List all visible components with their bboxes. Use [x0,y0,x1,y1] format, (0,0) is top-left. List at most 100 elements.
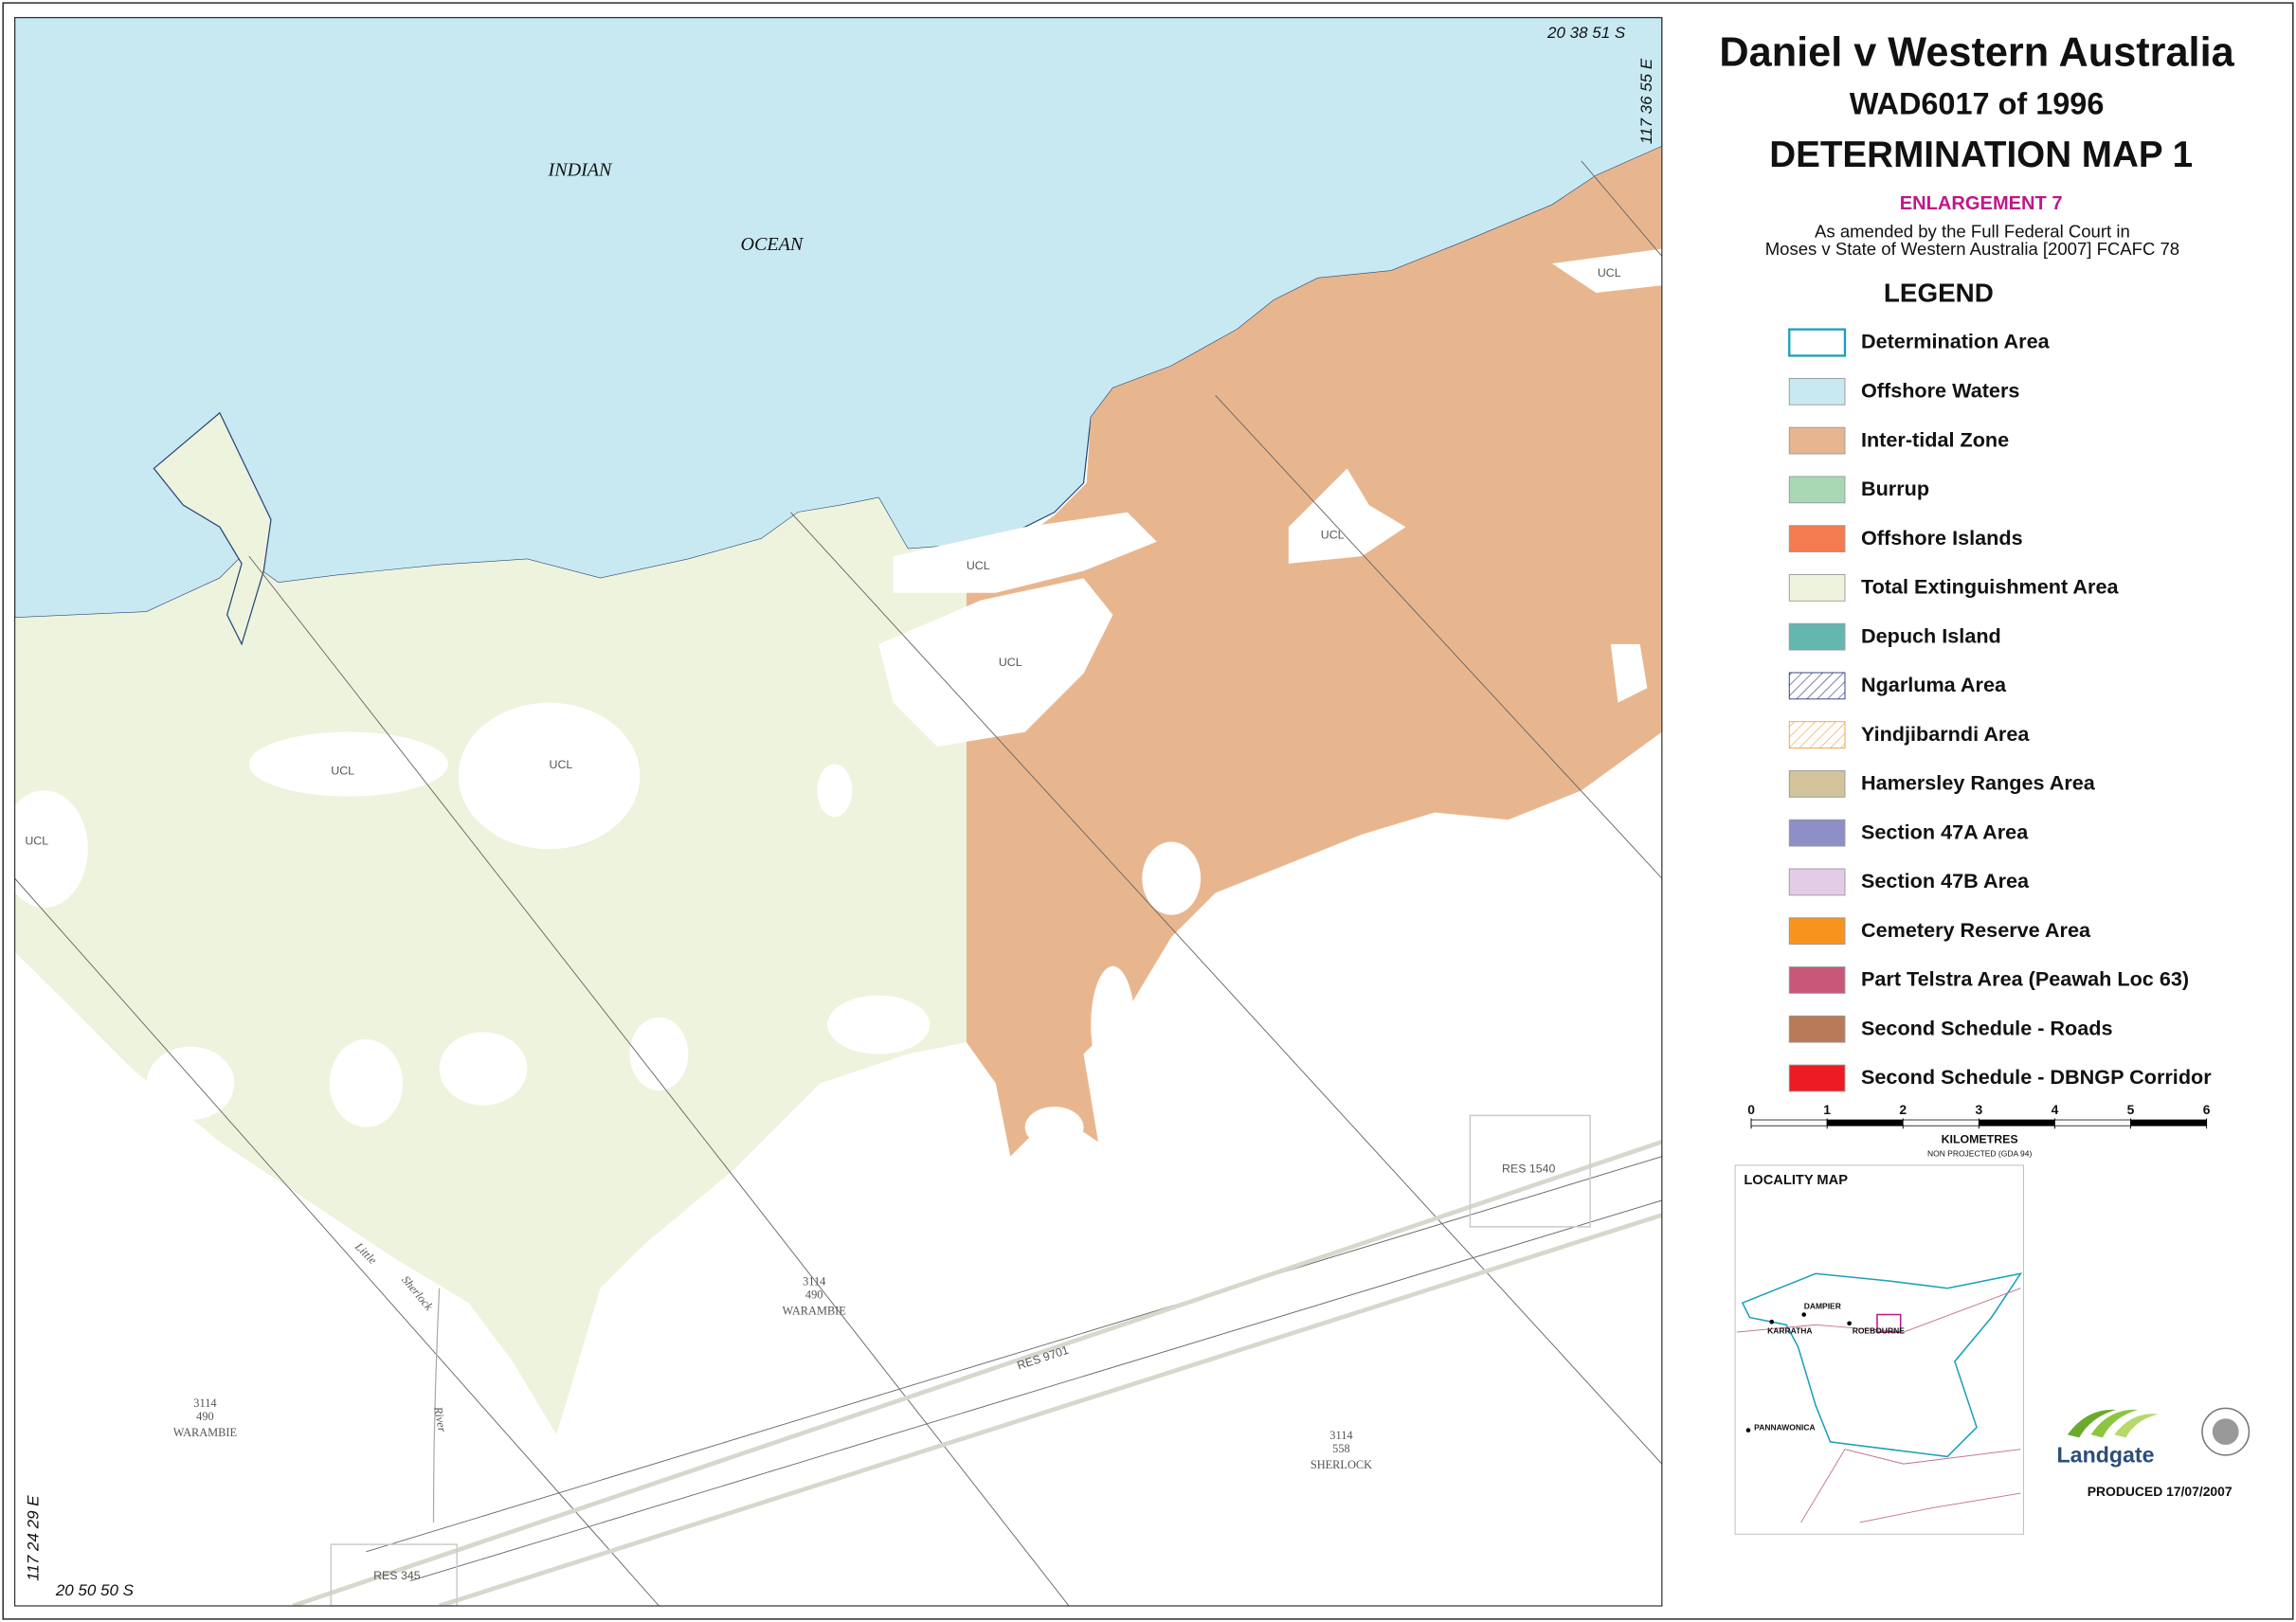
legend-label: Section 47B Area [1861,869,2030,892]
scale-label: 3 [1975,1102,1982,1117]
parcel-label: 558 [1332,1442,1350,1455]
government-crest [2212,1418,2239,1446]
landgate-mark [2067,1409,2159,1438]
coordinate: 117 36 55 E [1637,58,1655,144]
reserve-outline [330,1543,458,1607]
legend-label: Total Extinguishment Area [1861,575,2120,599]
ucl-label: UCL [999,656,1022,669]
scale-segment [2130,1119,2208,1126]
place-label: DAMPIER [1804,1301,1841,1310]
map-title: DETERMINATION MAP 1 [1769,135,2193,175]
water-label: OCEAN [740,234,804,255]
legend-label: Section 47A Area [1861,820,2029,843]
parcel-label: 3114 [1329,1429,1352,1442]
roads [292,1140,1662,1607]
scale-segment [1978,1119,2055,1126]
legend-swatch [1788,525,1846,552]
coordinate: 20 38 51 S [1546,24,1626,42]
legend-label: Offshore Waters [1861,379,2019,403]
legend-label: Second Schedule - Roads [1861,1016,2113,1039]
legend-swatch [1788,672,1846,700]
scale-label: 5 [2127,1102,2135,1117]
legend-swatch [1788,622,1846,651]
place-label: ROEBOURNE [1853,1326,1905,1336]
locality-frame [1734,1164,2024,1535]
river [432,1288,441,1523]
scale-label: 6 [2203,1102,2211,1117]
parcel-label: 3114 [803,1275,825,1289]
reserve-outline [1469,1114,1591,1228]
enlargement: ENLARGEMENT 7 [1900,193,2063,214]
ucl-label: UCL [967,559,990,572]
parcel-label: 490 [196,1410,214,1423]
legend-swatch [1788,917,1846,946]
parcel-label: 3114 [193,1397,216,1410]
scale-segment [2054,1119,2131,1126]
reserve-label: RES 1540 [1502,1162,1555,1176]
legend-swatch [1788,1064,1846,1092]
legend-swatch [1788,868,1846,896]
legend-swatch [1788,377,1846,406]
legend: Determination Area Offshore Waters Inter-t… [1788,328,2212,1092]
scale-unit: KILOMETRES [1942,1133,2018,1146]
locality-map [1736,1272,2023,1523]
parcel-label: 490 [805,1289,823,1302]
ucl-label: UCL [331,764,354,777]
coordinate: 20 50 50 S [55,1581,135,1599]
total-extinguishment [14,497,967,1435]
legend-label: Hamersley Ranges Area [1861,771,2096,795]
legend-label: Cemetery Reserve Area [1861,918,2091,942]
parcel-label: SHERLOCK [1311,1458,1372,1471]
river-label: River [431,1405,449,1433]
inter-tidal-zone [966,146,1662,1157]
ucl-label: UCL [1321,529,1345,542]
island [153,411,272,646]
parcel-label: WARAMBIE [783,1305,846,1318]
water-label: INDIAN [548,159,614,180]
legend-swatch [1788,426,1846,455]
place-label: KARRATHA [1767,1326,1812,1336]
reserve-label: RES 345 [373,1569,421,1582]
scale-segment [1750,1119,1828,1126]
scale-label: 2 [1899,1102,1907,1117]
title: Daniel v Western Australia [1719,30,2234,76]
legend-label: Part Telstra Area (Peawah Loc 63) [1861,967,2189,991]
ucl-label: UCL [1598,266,1621,279]
legend-label: Burrup [1861,477,1929,500]
boundary-lines [14,160,1662,1607]
legend-swatch [1788,770,1846,798]
legend-swatch [1788,476,1846,504]
case-number: WAD6017 of 1996 [1850,87,2105,121]
scale-label: 0 [1747,1102,1755,1117]
government-crest [2201,1407,2251,1456]
scale-label: 4 [2052,1102,2059,1117]
legend-swatch [1788,966,1846,994]
legend-title: LEGEND [1884,278,1994,307]
legend-label: Offshore Islands [1861,526,2023,550]
scale-bar: 0 1 2 3 4 5 6 [1747,1102,2211,1129]
legend-label: Ngarluma Area [1861,673,2007,696]
ucl-label: UCL [25,835,48,848]
legend-label: Determination Area [1861,330,2051,353]
scale-segment [1902,1119,1980,1126]
map: INDIAN OCEAN UCL UCL UCL UCL UCL UCL UCL… [14,17,1662,1607]
legend-label: Depuch Island [1861,623,2001,647]
legend-label: Yindjibarndi Area [1861,722,2030,746]
produced-date: PRODUCED 17/07/2007 [2088,1484,2233,1499]
legend-swatch [1788,573,1846,602]
locality-title: LOCALITY MAP [1744,1173,1848,1188]
logo: Landgate [2057,1443,2155,1468]
ucl-blobs [14,248,1662,1148]
place-label: PANNAWONICA [1754,1423,1815,1433]
amendment: Moses v State of Western Australia [2007… [1765,239,2179,259]
ucl-label: UCL [550,758,573,771]
parcel-label: WARAMBIE [173,1426,237,1439]
legend-swatch [1788,819,1846,847]
map-frame [13,16,1663,1607]
coordinate: 117 24 29 E [24,1495,42,1581]
legend-swatch [1788,1015,1846,1043]
projection: NON PROJECTED (GDA 94) [1927,1149,2032,1159]
